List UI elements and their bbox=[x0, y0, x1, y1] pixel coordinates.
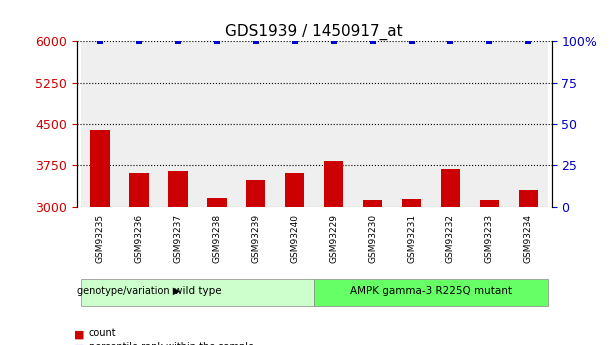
Bar bbox=[285, 172, 305, 207]
Bar bbox=[509, 41, 548, 207]
Text: GSM93231: GSM93231 bbox=[407, 214, 416, 263]
Text: GSM93232: GSM93232 bbox=[446, 214, 455, 263]
Text: ■: ■ bbox=[74, 330, 84, 340]
Bar bbox=[353, 41, 392, 207]
Text: GSM93240: GSM93240 bbox=[290, 214, 299, 263]
Text: count: count bbox=[89, 328, 116, 338]
Bar bbox=[158, 41, 197, 207]
Bar bbox=[168, 171, 188, 207]
FancyBboxPatch shape bbox=[80, 279, 314, 306]
Title: GDS1939 / 1450917_at: GDS1939 / 1450917_at bbox=[226, 24, 403, 40]
Text: GSM93235: GSM93235 bbox=[96, 214, 104, 263]
Text: GSM93237: GSM93237 bbox=[173, 214, 183, 263]
Bar bbox=[479, 199, 499, 207]
Bar bbox=[470, 41, 509, 207]
Text: GSM93230: GSM93230 bbox=[368, 214, 377, 263]
Bar bbox=[197, 41, 236, 207]
Bar bbox=[80, 41, 120, 207]
Bar bbox=[129, 172, 149, 207]
Bar bbox=[314, 41, 353, 207]
Text: GSM93236: GSM93236 bbox=[134, 214, 143, 263]
Bar bbox=[441, 169, 460, 207]
Bar bbox=[90, 130, 110, 207]
Bar bbox=[324, 161, 343, 207]
Bar bbox=[236, 41, 275, 207]
Bar bbox=[392, 41, 431, 207]
Text: GSM93234: GSM93234 bbox=[524, 214, 533, 263]
Text: genotype/variation ▶: genotype/variation ▶ bbox=[77, 286, 181, 296]
Text: wild type: wild type bbox=[173, 286, 221, 296]
Bar bbox=[207, 198, 227, 207]
Bar bbox=[275, 41, 314, 207]
Bar bbox=[363, 199, 383, 207]
Text: GSM93229: GSM93229 bbox=[329, 214, 338, 263]
Text: GSM93238: GSM93238 bbox=[212, 214, 221, 263]
Text: AMPK gamma-3 R225Q mutant: AMPK gamma-3 R225Q mutant bbox=[350, 286, 512, 296]
Bar bbox=[519, 190, 538, 207]
Bar bbox=[431, 41, 470, 207]
FancyBboxPatch shape bbox=[314, 279, 548, 306]
Text: GSM93239: GSM93239 bbox=[251, 214, 261, 263]
Bar bbox=[402, 199, 421, 207]
Bar bbox=[246, 180, 265, 207]
Bar bbox=[120, 41, 158, 207]
Text: percentile rank within the sample: percentile rank within the sample bbox=[89, 342, 254, 345]
Text: GSM93233: GSM93233 bbox=[485, 214, 494, 263]
Text: ■: ■ bbox=[74, 344, 84, 345]
